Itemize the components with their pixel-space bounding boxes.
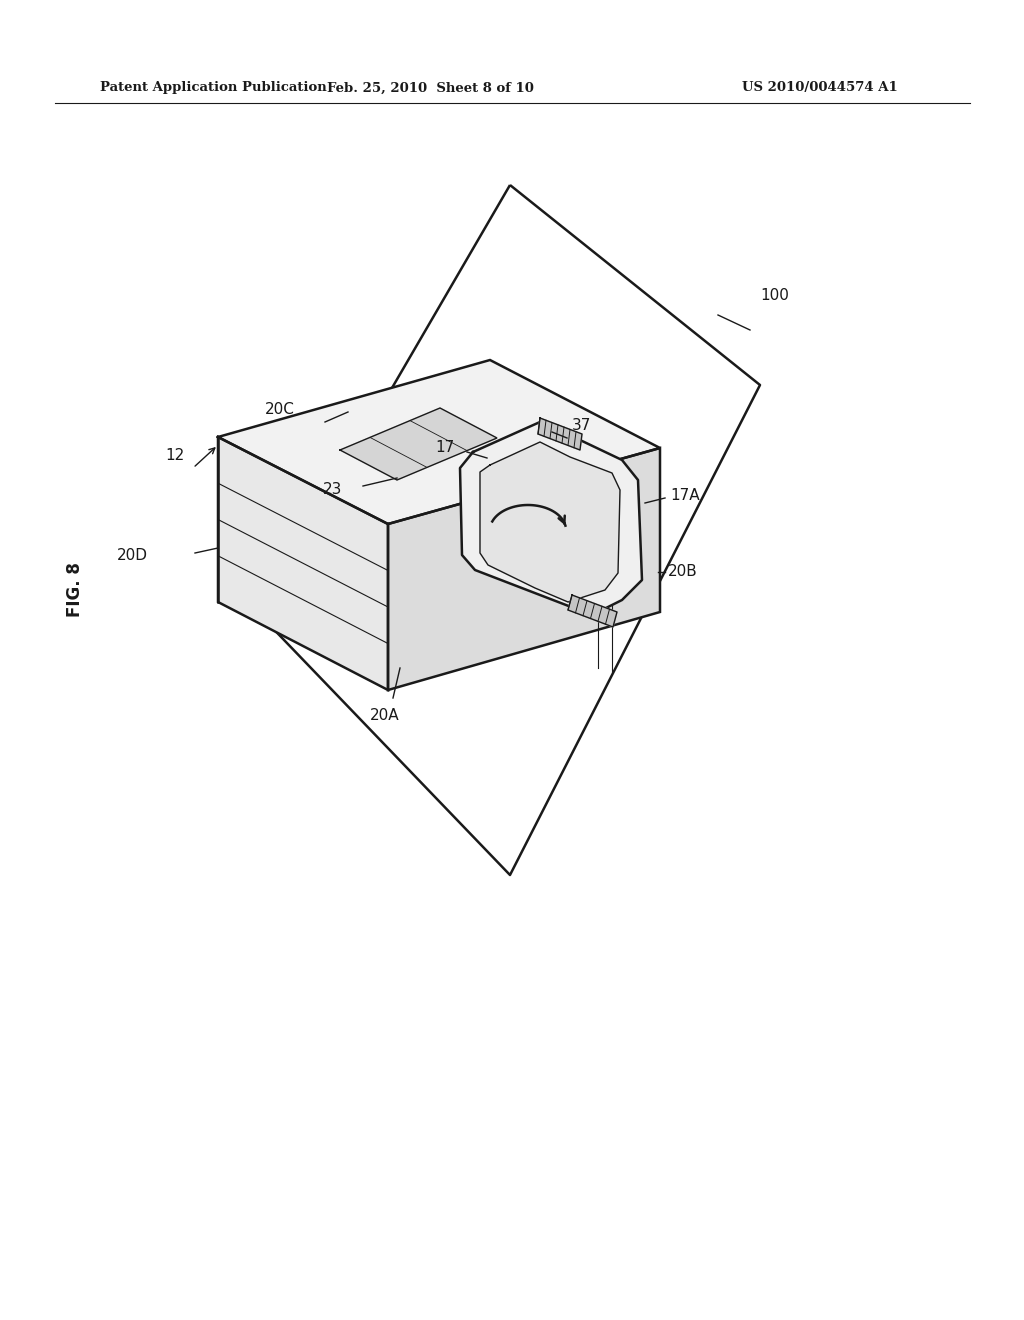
Text: US 2010/0044574 A1: US 2010/0044574 A1 — [742, 82, 898, 95]
Polygon shape — [568, 595, 617, 627]
Text: 20B: 20B — [668, 565, 697, 579]
Text: Patent Application Publication: Patent Application Publication — [100, 82, 327, 95]
Polygon shape — [538, 418, 582, 450]
Text: 17A: 17A — [670, 487, 699, 503]
Text: 12: 12 — [165, 447, 184, 462]
Text: 20D: 20D — [117, 549, 148, 564]
Polygon shape — [340, 408, 497, 480]
Polygon shape — [218, 437, 388, 690]
Text: 20C: 20C — [265, 403, 295, 417]
Text: 23: 23 — [323, 483, 342, 498]
Polygon shape — [388, 447, 660, 690]
Text: 37: 37 — [572, 417, 592, 433]
Text: 100: 100 — [760, 288, 788, 302]
Text: 17: 17 — [436, 441, 455, 455]
Polygon shape — [460, 422, 642, 615]
Text: 20A: 20A — [371, 708, 399, 722]
Text: FIG. 8: FIG. 8 — [66, 562, 84, 618]
Polygon shape — [480, 442, 620, 602]
Text: Feb. 25, 2010  Sheet 8 of 10: Feb. 25, 2010 Sheet 8 of 10 — [327, 82, 534, 95]
Polygon shape — [218, 360, 660, 524]
